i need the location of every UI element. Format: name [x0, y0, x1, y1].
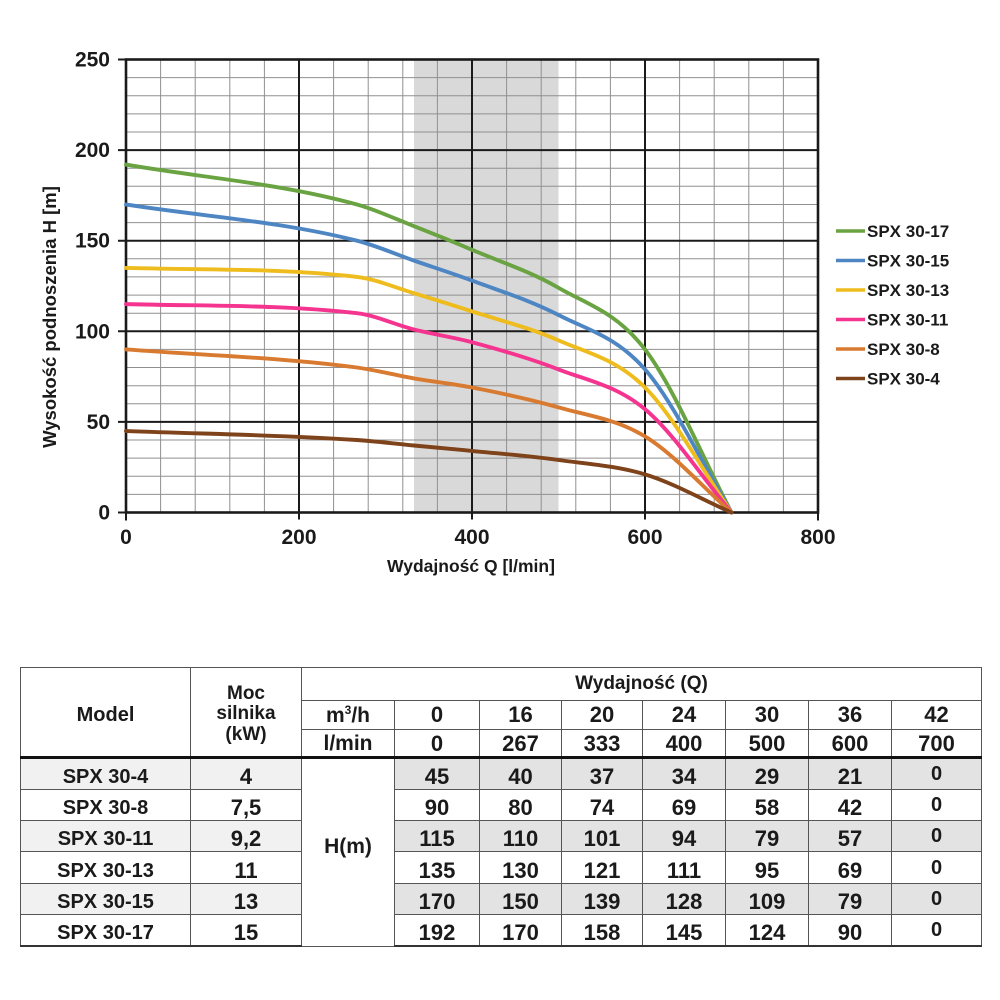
svg-text:SPX 30-15: SPX 30-15: [867, 252, 949, 271]
svg-text:SPX 30-8: SPX 30-8: [867, 340, 940, 359]
svg-text:150: 150: [75, 230, 110, 253]
svg-text:Wydajność Q [l/min]: Wydajność Q [l/min]: [387, 556, 555, 576]
svg-text:SPX 30-17: SPX 30-17: [867, 222, 949, 241]
svg-text:0: 0: [98, 502, 110, 525]
svg-text:200: 200: [281, 526, 316, 549]
svg-text:SPX 30-11: SPX 30-11: [867, 311, 948, 330]
svg-text:400: 400: [454, 526, 489, 549]
svg-text:250: 250: [75, 49, 110, 72]
svg-text:200: 200: [75, 139, 110, 162]
svg-text:Wysokość podnoszenia H [m]: Wysokość podnoszenia H [m]: [39, 186, 60, 448]
svg-text:SPX 30-13: SPX 30-13: [867, 281, 949, 300]
svg-text:0: 0: [120, 526, 132, 549]
svg-text:600: 600: [627, 526, 662, 549]
svg-text:SPX 30-4: SPX 30-4: [867, 370, 940, 389]
svg-text:100: 100: [75, 320, 110, 343]
svg-text:50: 50: [87, 411, 110, 434]
svg-text:800: 800: [800, 526, 835, 549]
